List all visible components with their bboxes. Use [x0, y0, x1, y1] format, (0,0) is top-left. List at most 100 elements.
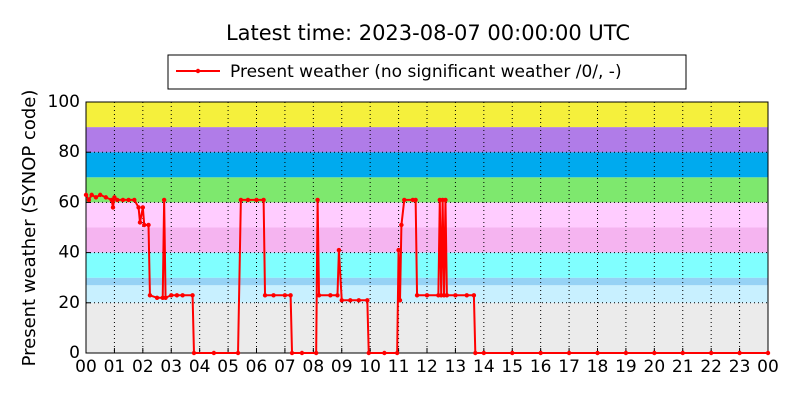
- data-point: [382, 350, 387, 356]
- x-tick-label: 06: [246, 357, 268, 377]
- background-band: [86, 227, 768, 253]
- data-point: [316, 293, 322, 298]
- data-point: [174, 293, 180, 298]
- data-point: [399, 222, 404, 228]
- data-point: [473, 350, 478, 356]
- data-point: [315, 197, 320, 203]
- data-point: [282, 293, 288, 298]
- data-point: [765, 350, 771, 356]
- data-point: [595, 350, 600, 356]
- x-tick-label: 11: [388, 357, 410, 377]
- data-point: [83, 192, 89, 198]
- legend-label: Present weather (no significant weather …: [230, 62, 622, 82]
- x-tick-label: 12: [416, 357, 438, 377]
- data-point: [680, 350, 685, 356]
- data-point: [566, 350, 572, 356]
- data-point: [394, 350, 400, 356]
- data-point: [261, 197, 266, 203]
- y-tick-label: 40: [58, 243, 80, 263]
- plot-frame: [85, 101, 769, 354]
- data-point: [443, 197, 448, 203]
- data-point: [103, 195, 109, 200]
- data-point: [313, 350, 319, 356]
- x-tick-label: 10: [359, 357, 381, 377]
- data-point: [510, 350, 515, 356]
- x-tick-label: 19: [615, 357, 637, 377]
- data-point: [112, 195, 117, 200]
- legend-box: [167, 54, 687, 90]
- x-tick-label: 07: [274, 357, 296, 377]
- data-point: [142, 222, 147, 228]
- data-point: [328, 293, 333, 298]
- background-band: [86, 127, 768, 153]
- data-point: [191, 350, 197, 356]
- x-tick-label: 13: [445, 357, 467, 377]
- x-tick-label: 09: [331, 357, 353, 377]
- data-point: [163, 295, 168, 300]
- background-band: [86, 277, 768, 286]
- y-tick-label: 60: [58, 192, 80, 212]
- data-point: [652, 350, 657, 356]
- data-point: [453, 293, 458, 298]
- x-tick-label: 23: [729, 357, 751, 377]
- data-point: [708, 350, 714, 356]
- data-point: [414, 293, 420, 298]
- x-tick-label: 05: [217, 357, 239, 377]
- data-point: [238, 197, 244, 203]
- data-point: [245, 197, 251, 203]
- x-tick-label: 20: [644, 357, 666, 377]
- data-point: [169, 293, 174, 298]
- data-point: [109, 197, 114, 203]
- x-tick-label: 15: [501, 357, 523, 377]
- data-point: [147, 293, 153, 298]
- x-tick-label: 22: [700, 357, 722, 377]
- data-point: [110, 205, 116, 210]
- data-point: [271, 293, 276, 298]
- data-point: [86, 197, 92, 203]
- background-band: [86, 152, 768, 178]
- data-point: [126, 197, 131, 203]
- data-point: [140, 205, 146, 210]
- data-point: [254, 197, 259, 203]
- data-point: [396, 247, 401, 253]
- y-axis-label: Present weather (SYNOP code): [19, 90, 40, 367]
- x-tick-label: 14: [473, 357, 495, 377]
- data-point: [89, 192, 94, 198]
- data-point: [402, 197, 407, 203]
- data-point: [365, 298, 370, 303]
- data-point: [737, 350, 742, 356]
- x-tick-label: 21: [672, 357, 694, 377]
- data-point: [444, 293, 450, 298]
- data-point: [481, 350, 487, 356]
- data-point: [623, 350, 629, 356]
- data-point: [146, 222, 151, 228]
- x-tick-label: 16: [530, 357, 552, 377]
- x-tick-label: 03: [160, 357, 182, 377]
- x-tick-label: 00: [75, 357, 97, 377]
- data-point: [154, 295, 160, 300]
- data-point: [397, 298, 403, 303]
- data-point: [356, 298, 361, 303]
- data-point: [93, 195, 99, 200]
- data-point: [289, 350, 295, 356]
- data-point: [98, 192, 103, 198]
- y-tick-label: 20: [58, 293, 80, 313]
- data-point: [262, 293, 268, 298]
- data-point: [424, 293, 430, 298]
- data-point: [115, 197, 120, 203]
- data-point: [348, 298, 353, 303]
- data-point: [136, 205, 141, 210]
- x-tick-label: 00: [757, 357, 779, 377]
- data-point: [235, 350, 241, 356]
- data-point: [336, 247, 342, 253]
- x-tick-label: 08: [303, 357, 325, 377]
- data-point: [538, 350, 543, 356]
- data-point: [299, 350, 305, 356]
- data-point: [339, 298, 344, 303]
- data-point: [464, 293, 469, 298]
- data-point: [288, 293, 293, 298]
- data-point: [161, 197, 167, 203]
- data-point: [366, 350, 371, 356]
- x-tick-label: 17: [558, 357, 580, 377]
